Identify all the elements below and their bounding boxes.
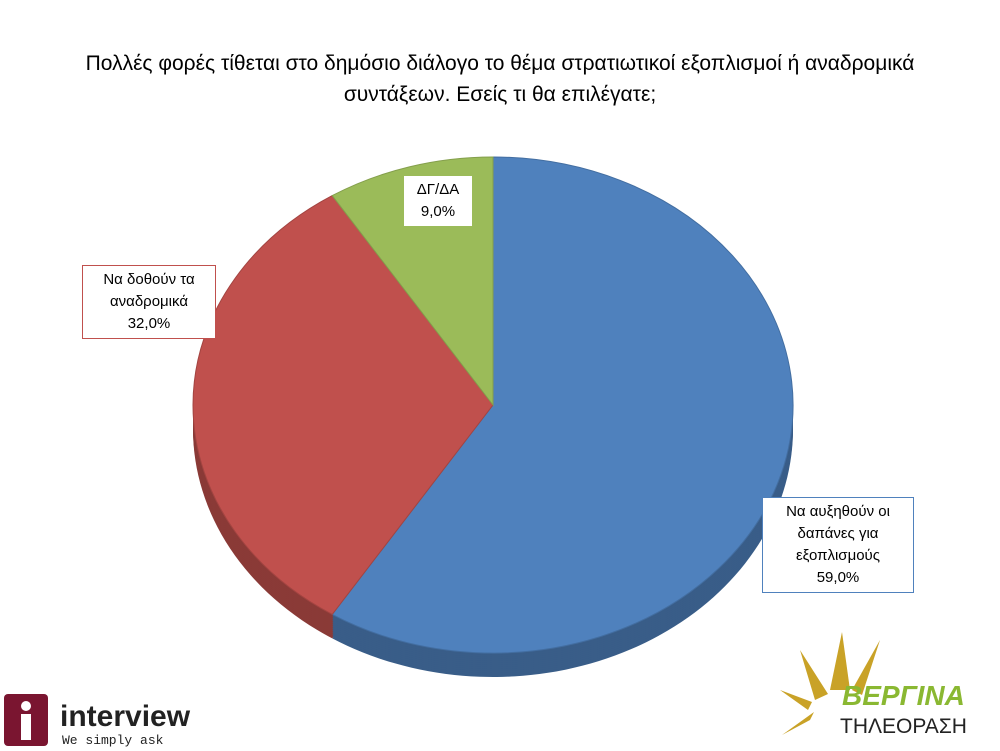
logo-tagline: We simply ask: [62, 733, 164, 748]
pie: [192, 156, 794, 677]
logo-bar: [21, 714, 31, 740]
vergina-sub: ΤΗΛΕΟΡΑΣΗ: [840, 715, 967, 738]
slice: [331, 156, 794, 654]
interview-logo: interview We simply ask: [4, 694, 191, 748]
data-label: ΔΓ/ΔΑ 9,0%: [403, 175, 473, 227]
label-category: ΔΓ/ΔΑ: [416, 181, 460, 198]
vergina-text: ΒΕΡΓΙΝΑ: [842, 680, 965, 711]
slice: [192, 194, 494, 616]
data-label: Να αυξηθούν οι δαπάνες για εξοπλισμούς 59…: [762, 497, 914, 593]
label-value: 32,0%: [127, 315, 171, 332]
vergina-logo: ΒΕΡΓΙΝΑ ΤΗΛΕΟΡΑΣΗ: [780, 632, 967, 738]
chart-title: Πολλές φορές τίθεται στο δημόσιο διάλογο…: [85, 52, 915, 106]
label-value: 9,0%: [420, 203, 456, 220]
sun-rays: [780, 632, 880, 735]
label-category: Να δοθούν τα αναδρομικά: [103, 271, 195, 310]
label-value: 59,0%: [816, 569, 860, 586]
logo-dot: [21, 701, 31, 711]
logo-text: interview: [60, 700, 191, 733]
data-label: Να δοθούν τα αναδρομικά 32,0%: [82, 265, 216, 339]
label-category: Να αυξηθούν οι δαπάνες για εξοπλισμούς: [786, 503, 890, 564]
